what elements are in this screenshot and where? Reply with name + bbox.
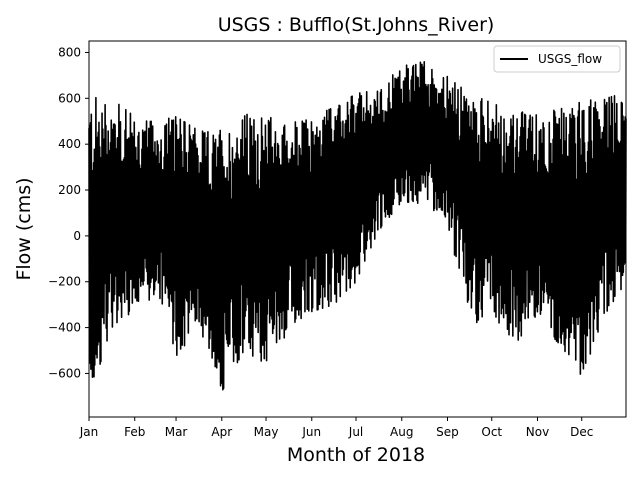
- y-tick-label: 400: [58, 137, 81, 151]
- x-tick-label: Aug: [390, 425, 413, 439]
- x-axis-label: Month of 2018: [287, 444, 425, 466]
- x-axis: Jan Feb Mar Apr May Jun Jul Aug Sep Oct Nov Dec: [79, 417, 593, 439]
- x-tick-label: Oct: [481, 425, 502, 439]
- y-tick-label: −600: [48, 366, 81, 380]
- x-tick-label: Jul: [348, 425, 363, 439]
- x-tick-label: Nov: [526, 425, 549, 439]
- x-tick-label: Feb: [124, 425, 145, 439]
- x-tick-label: Sep: [436, 425, 459, 439]
- legend: USGS_flow: [493, 45, 621, 73]
- x-tick-label: Jun: [301, 425, 321, 439]
- series-line-USGS_flow: [88, 61, 627, 391]
- x-tick-label: Jan: [79, 425, 99, 439]
- y-tick-label: 600: [58, 91, 81, 105]
- y-axis: −600 −400 −200 0 200 400 600 800: [48, 45, 89, 380]
- x-tick-label: Dec: [570, 425, 593, 439]
- y-tick-label: 800: [58, 45, 81, 59]
- y-tick-label: 0: [73, 229, 81, 243]
- y-tick-label: −400: [48, 321, 81, 335]
- series-layer: [88, 61, 627, 391]
- y-axis-label: Flow (cms): [13, 177, 35, 280]
- y-tick-label: 200: [58, 183, 81, 197]
- x-tick-label: May: [254, 425, 279, 439]
- plot-frame: [88, 40, 627, 418]
- x-tick-label: Mar: [165, 425, 188, 439]
- chart-title: USGS : Bufflo(St.Johns_River): [218, 14, 495, 36]
- legend-box: [493, 45, 621, 73]
- y-tick-label: −200: [48, 275, 81, 289]
- legend-label: USGS_flow: [538, 52, 602, 66]
- x-tick-label: Apr: [211, 425, 232, 439]
